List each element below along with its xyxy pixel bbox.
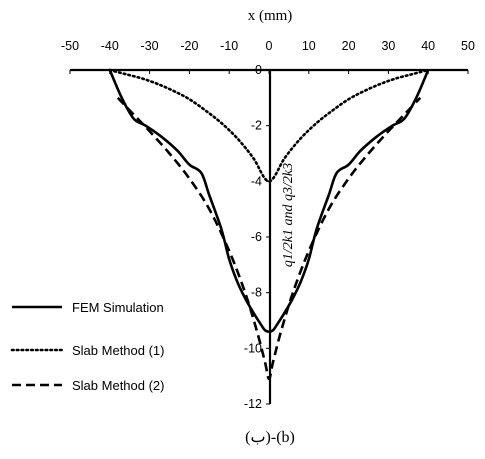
legend-label-fem-simulation: FEM Simulation	[72, 300, 164, 315]
y-tick-label: -12	[244, 397, 262, 411]
series-line-slab-method-1	[108, 68, 430, 183]
axes: -50 -40 -30 -20 -10 0 10 20 30 40 50 0 -2 -4 -6 -8 -10 -1…	[61, 39, 475, 411]
x-tick-label: -10	[220, 39, 238, 53]
series-layer	[108, 68, 430, 381]
y-tick-label: -4	[251, 174, 262, 188]
legend: FEM Simulation Slab Method (1) Slab Method…	[10, 300, 165, 393]
x-tick-label: 40	[421, 39, 435, 53]
y-tick-label: -2	[251, 119, 262, 133]
x-tick-label: -30	[141, 39, 159, 53]
x-tick-label: 30	[381, 39, 395, 53]
x-tick-label: -20	[180, 39, 198, 53]
x-tick-label: 20	[342, 39, 356, 53]
x-tick-label: -40	[101, 39, 119, 53]
x-tick-label: 0	[266, 39, 273, 53]
x-tick-label: -50	[61, 39, 79, 53]
y-tick-label: -6	[251, 230, 262, 244]
x-axis-title: x (mm)	[248, 8, 293, 24]
series-line-slab-method-2	[116, 96, 422, 381]
y-axis-title-group: q1/2k1 and q3/2k3	[281, 163, 296, 267]
y-axis-title: q1/2k1 and q3/2k3	[281, 163, 296, 267]
y-tick-label: -10	[244, 341, 262, 355]
y-tick-label: 0	[255, 63, 262, 77]
legend-label-slab-method-1: Slab Method (1)	[72, 343, 165, 358]
y-tick-label: -8	[251, 286, 262, 300]
figure-caption: (ب)-(b)	[245, 429, 295, 446]
x-tick-label: 50	[461, 39, 475, 53]
x-tick-label: 10	[302, 39, 316, 53]
legend-label-slab-method-2: Slab Method (2)	[72, 378, 165, 393]
series-line-fem-simulation	[108, 69, 430, 333]
